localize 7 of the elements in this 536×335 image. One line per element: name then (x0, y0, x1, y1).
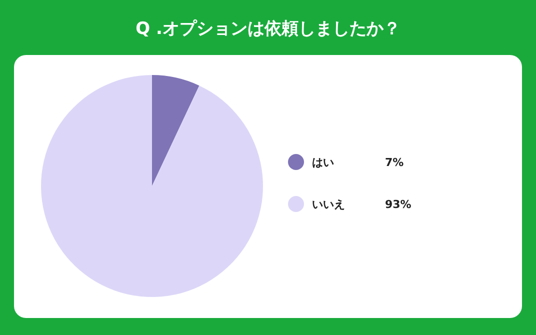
pie-slice (41, 75, 263, 297)
chart-title: Q .オプションは依頼しましたか？ (136, 19, 400, 39)
legend-label: いいえ (312, 198, 345, 211)
data-label: 7% (385, 156, 404, 169)
pie-slice (152, 75, 200, 186)
data-label: 93% (385, 198, 412, 211)
legend-label: はい (312, 156, 334, 169)
